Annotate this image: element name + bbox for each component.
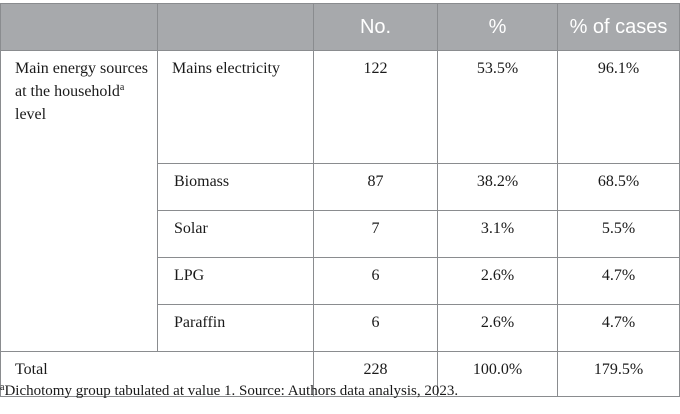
group-label-cell: Main energy sources at the householda le… — [0, 50, 158, 352]
source-cell: Solar — [157, 210, 314, 258]
footnote-marker: a — [0, 382, 5, 393]
percent-cell: 2.6% — [437, 257, 558, 305]
percent-cases-cell: 4.7% — [557, 257, 680, 305]
group-label-sup: a — [119, 82, 125, 93]
percent-cases-cell: 4.7% — [557, 304, 680, 352]
table-row: Main energy sources at the householda le… — [0, 50, 680, 352]
percent-cell: 3.1% — [437, 210, 558, 258]
source-cell: Biomass — [157, 163, 314, 211]
table-row: LPG 6 2.6% 4.7% — [1, 257, 680, 305]
data-table: No. % % of cases Main energy sources at … — [0, 3, 680, 397]
no-cell: 87 — [313, 163, 438, 211]
footnote-text: Dichotomy group tabulated at value 1. So… — [4, 383, 459, 399]
table-row: Solar 7 3.1% 5.5% — [1, 210, 680, 258]
percent-cell: 2.6% — [437, 304, 558, 352]
total-row: Total 228 100.0% 179.5% — [0, 351, 680, 397]
total-percent: 100.0% — [437, 351, 558, 397]
total-no: 228 — [313, 351, 438, 397]
header-percent: % — [437, 3, 558, 51]
header-empty-2 — [157, 3, 314, 51]
no-cell: 7 — [313, 210, 438, 258]
no-cell: 6 — [313, 304, 438, 352]
footnote: aDichotomy group tabulated at value 1. S… — [0, 383, 458, 400]
total-label: Total — [0, 351, 314, 397]
group-label: Main energy sources at the household — [15, 60, 148, 100]
source-cell: Mains electricity — [157, 50, 314, 164]
percent-cases-cell: 68.5% — [557, 163, 680, 211]
table-row: Biomass 87 38.2% 68.5% — [1, 163, 680, 211]
energy-sources-table: No. % % of cases Main energy sources at … — [0, 3, 680, 397]
header-empty-1 — [0, 3, 158, 51]
header-no: No. — [313, 3, 438, 51]
source-cell: Paraffin — [157, 304, 314, 352]
source-cell: LPG — [157, 257, 314, 305]
no-cell: 122 — [313, 50, 438, 164]
total-percent-cases: 179.5% — [557, 351, 680, 397]
percent-cell: 38.2% — [437, 163, 558, 211]
percent-cell: 53.5% — [437, 50, 558, 164]
header-percent-of-cases: % of cases — [557, 3, 680, 51]
percent-cases-cell: 96.1% — [557, 50, 680, 164]
no-cell: 6 — [313, 257, 438, 305]
group-label-tail: level — [15, 106, 47, 123]
percent-cases-cell: 5.5% — [557, 210, 680, 258]
header-row: No. % % of cases — [0, 3, 680, 51]
